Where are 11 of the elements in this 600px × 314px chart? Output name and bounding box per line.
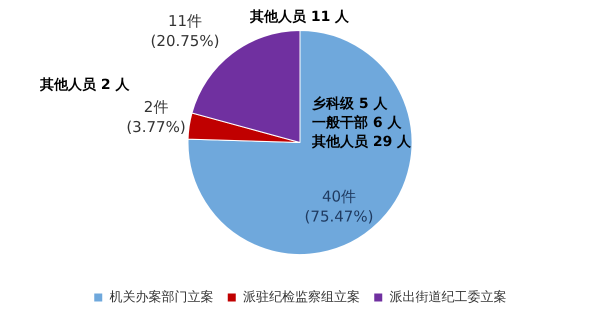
legend-label: 派驻纪检监察组立案 [242,288,360,305]
text: 其他人员 2 人 [40,76,130,95]
text: 其他人员 11 人 [250,8,350,27]
text: 其他人员 29 人 [312,133,412,152]
data-label: 11件 (20.75%) [150,12,220,50]
legend-label: 机关办案部门立案 [109,288,214,305]
legend-label: 派出街道纪工委立案 [389,288,506,305]
text: 一般干部 6 人 [312,114,402,133]
text: 乡科级 5 人 [312,95,388,114]
data-label: 40件 (75.47%) [304,188,374,226]
data-label: 2件 (3.77%) [126,98,186,136]
